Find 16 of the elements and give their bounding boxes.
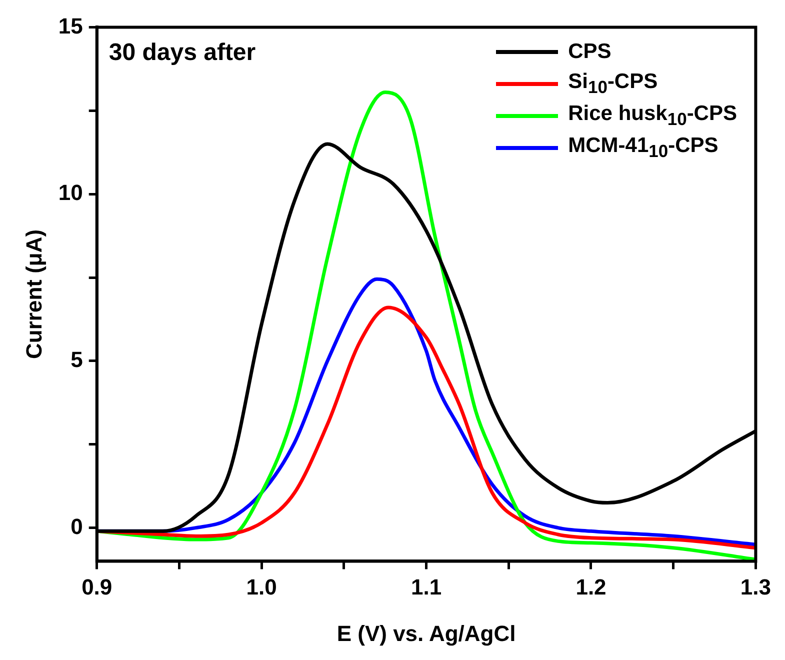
y-tick-label: 15 [58, 13, 83, 38]
x-tick-label: 1.0 [246, 574, 277, 600]
y-axis-title: Current (μA) [21, 229, 46, 359]
x-axis-title: E (V) vs. Ag/AgCl [336, 620, 516, 646]
y-tick-label: 10 [58, 180, 83, 206]
y-tick-label: 5 [70, 347, 83, 372]
x-tick-label: 1.1 [410, 574, 442, 600]
x-tick-label: 0.9 [82, 574, 112, 600]
x-tick-label: 1.2 [576, 574, 606, 600]
legend-label: Rice husk$_{10}$-CPS [568, 102, 737, 130]
y-tick-label: 0 [70, 514, 83, 539]
x-tick-label: 1.3 [740, 574, 772, 600]
legend-label: Si$_{10}$-CPS [568, 70, 658, 98]
legend-label: CPS [568, 40, 612, 64]
legend-label: MCM-41$_{10}$-CPS [568, 134, 718, 162]
annotation: 30 days after [108, 38, 256, 66]
